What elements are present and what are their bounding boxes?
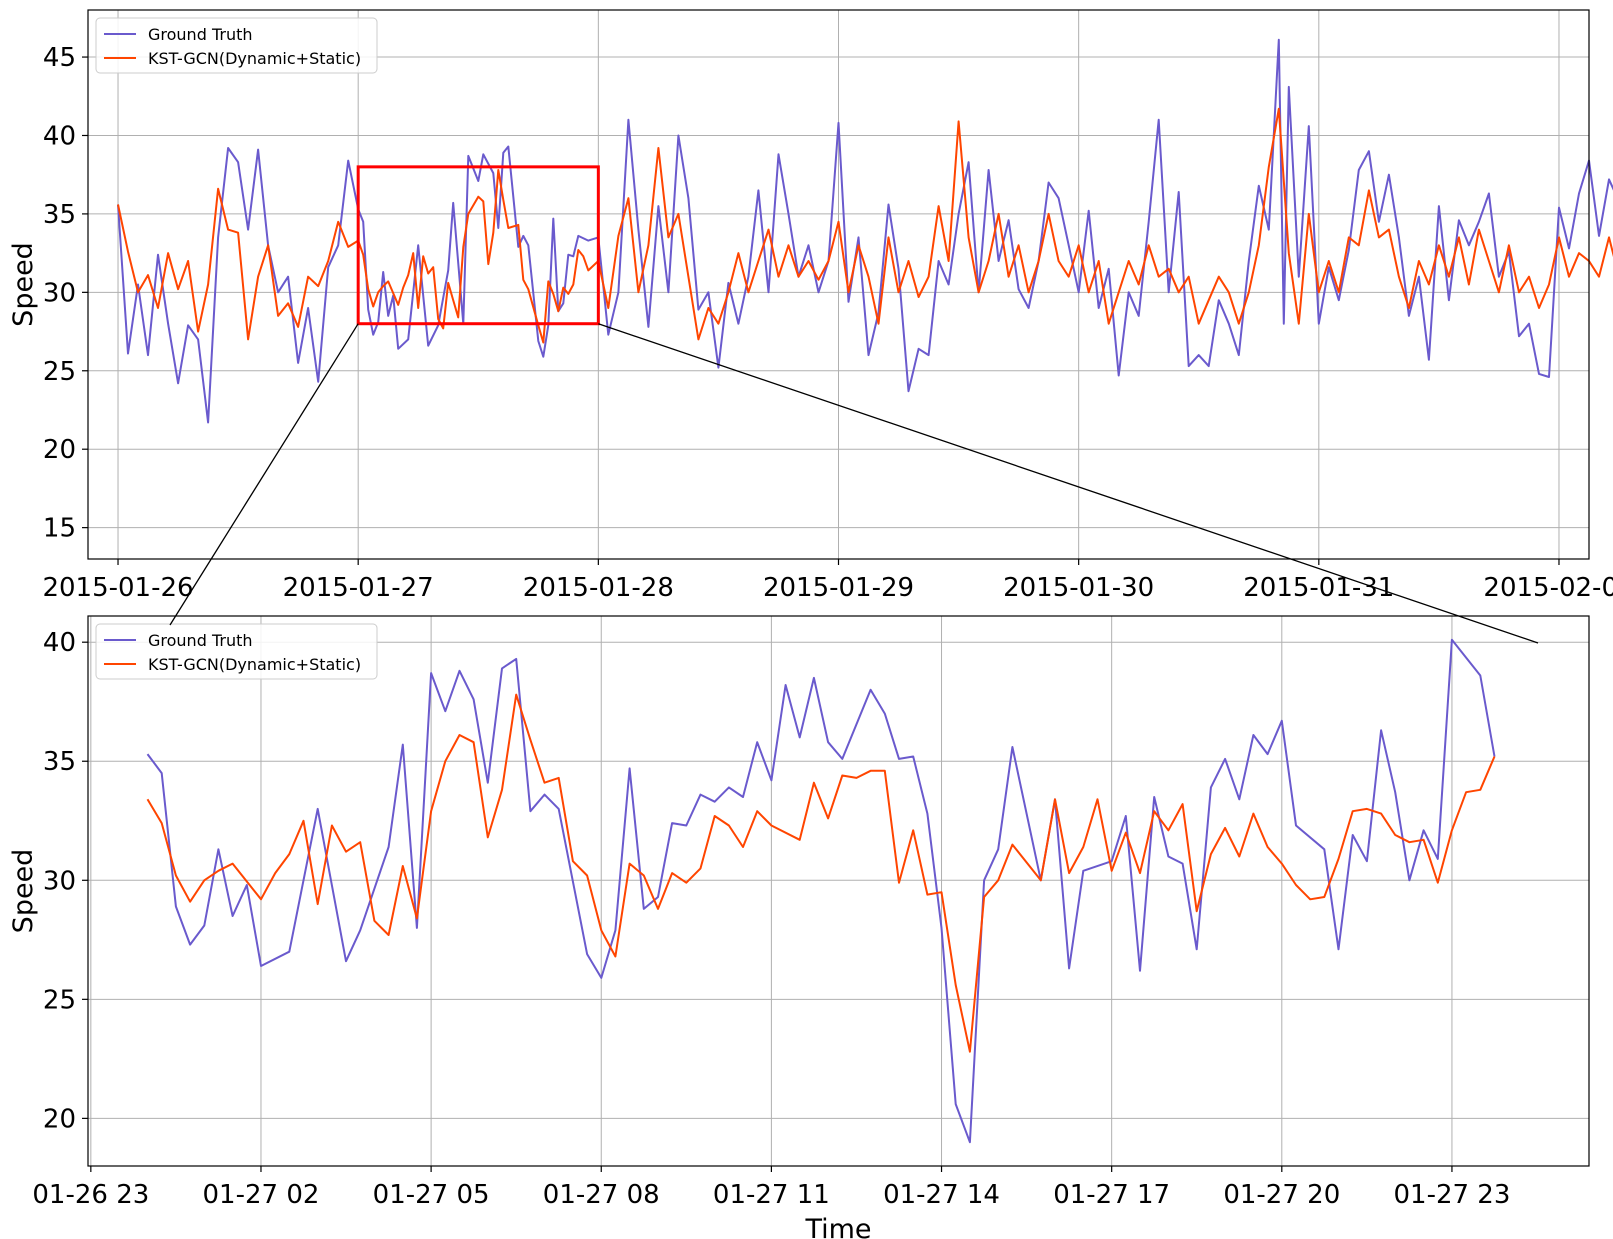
y-tick-label: 20 xyxy=(43,1104,76,1134)
legend: Ground Truth KST-GCN(Dynamic+Static) xyxy=(95,17,378,74)
y-tick-label: 35 xyxy=(43,200,76,230)
zoomed-chart: 20 25 30 35 40 01-26 23 01-27 02 01-27 05 01-27 … xyxy=(8,615,1590,1239)
y-tick-label: 15 xyxy=(43,514,76,544)
x-tick-label: 01-26 23 xyxy=(32,1180,149,1210)
x-tick-label: 01-27 17 xyxy=(1053,1180,1170,1210)
x-tick-label: 2015-01-26 xyxy=(42,573,193,603)
y-tick-label: 40 xyxy=(43,628,76,658)
ground-truth-line xyxy=(146,638,1496,1144)
connector-line-left xyxy=(169,323,359,626)
y-tick-label: 25 xyxy=(43,357,76,387)
legend-box xyxy=(95,623,378,680)
x-tick-label: 01-27 20 xyxy=(1223,1180,1340,1210)
x-tick-label: 2015-01-29 xyxy=(763,573,914,603)
y-tick-label: 30 xyxy=(43,866,76,896)
y-tick-label: 20 xyxy=(43,435,76,465)
overview-chart: 15 20 25 30 35 40 45 2015-01-26 2015-01-27 2015-0… xyxy=(8,9,1613,603)
x-tick-label: 2015-01-28 xyxy=(523,573,674,603)
legend-entry: KST-GCN(Dynamic+Static) xyxy=(148,655,361,674)
x-tick-label: 01-27 05 xyxy=(373,1180,490,1210)
y-tick-label: 45 xyxy=(43,43,76,73)
x-tick-label: 2015-02-01 xyxy=(1483,573,1613,603)
prediction-line xyxy=(117,107,1613,344)
zoom-annotation xyxy=(169,165,1539,644)
x-axis-title: Time xyxy=(804,1214,871,1239)
y-tick-label: 30 xyxy=(43,278,76,308)
ground-truth-line xyxy=(117,38,1613,424)
x-tick-label: 01-27 14 xyxy=(883,1180,1000,1210)
x-tick-label: 01-27 23 xyxy=(1393,1180,1510,1210)
x-tick-label: 01-27 08 xyxy=(543,1180,660,1210)
x-tick-label: 01-27 11 xyxy=(713,1180,830,1210)
zoom-box xyxy=(356,165,600,326)
y-tick-label: 25 xyxy=(43,985,76,1015)
legend-entry: Ground Truth xyxy=(148,631,253,650)
legend-entry: Ground Truth xyxy=(148,25,253,44)
y-tick-label: 35 xyxy=(43,747,76,777)
x-tick-label: 2015-01-27 xyxy=(283,573,434,603)
prediction-line xyxy=(146,693,1496,1053)
y-tick-label: 40 xyxy=(43,121,76,151)
legend-entry: KST-GCN(Dynamic+Static) xyxy=(148,49,361,68)
y-axis-title: Speed xyxy=(8,242,39,327)
y-axis-title: Speed xyxy=(8,849,39,934)
x-tick-label: 2015-01-31 xyxy=(1243,573,1394,603)
axes-frame xyxy=(87,615,1590,1167)
legend-box xyxy=(95,17,378,74)
connector-line-right xyxy=(598,323,1539,644)
x-tick-label: 2015-01-30 xyxy=(1003,573,1154,603)
x-tick-label: 01-27 02 xyxy=(203,1180,320,1210)
legend: Ground Truth KST-GCN(Dynamic+Static) xyxy=(95,623,378,680)
axes-frame xyxy=(87,9,1590,560)
